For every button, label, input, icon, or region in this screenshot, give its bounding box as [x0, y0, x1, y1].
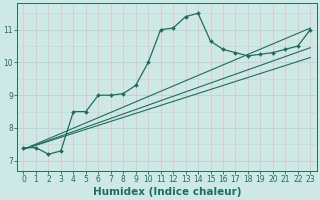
- X-axis label: Humidex (Indice chaleur): Humidex (Indice chaleur): [93, 187, 241, 197]
